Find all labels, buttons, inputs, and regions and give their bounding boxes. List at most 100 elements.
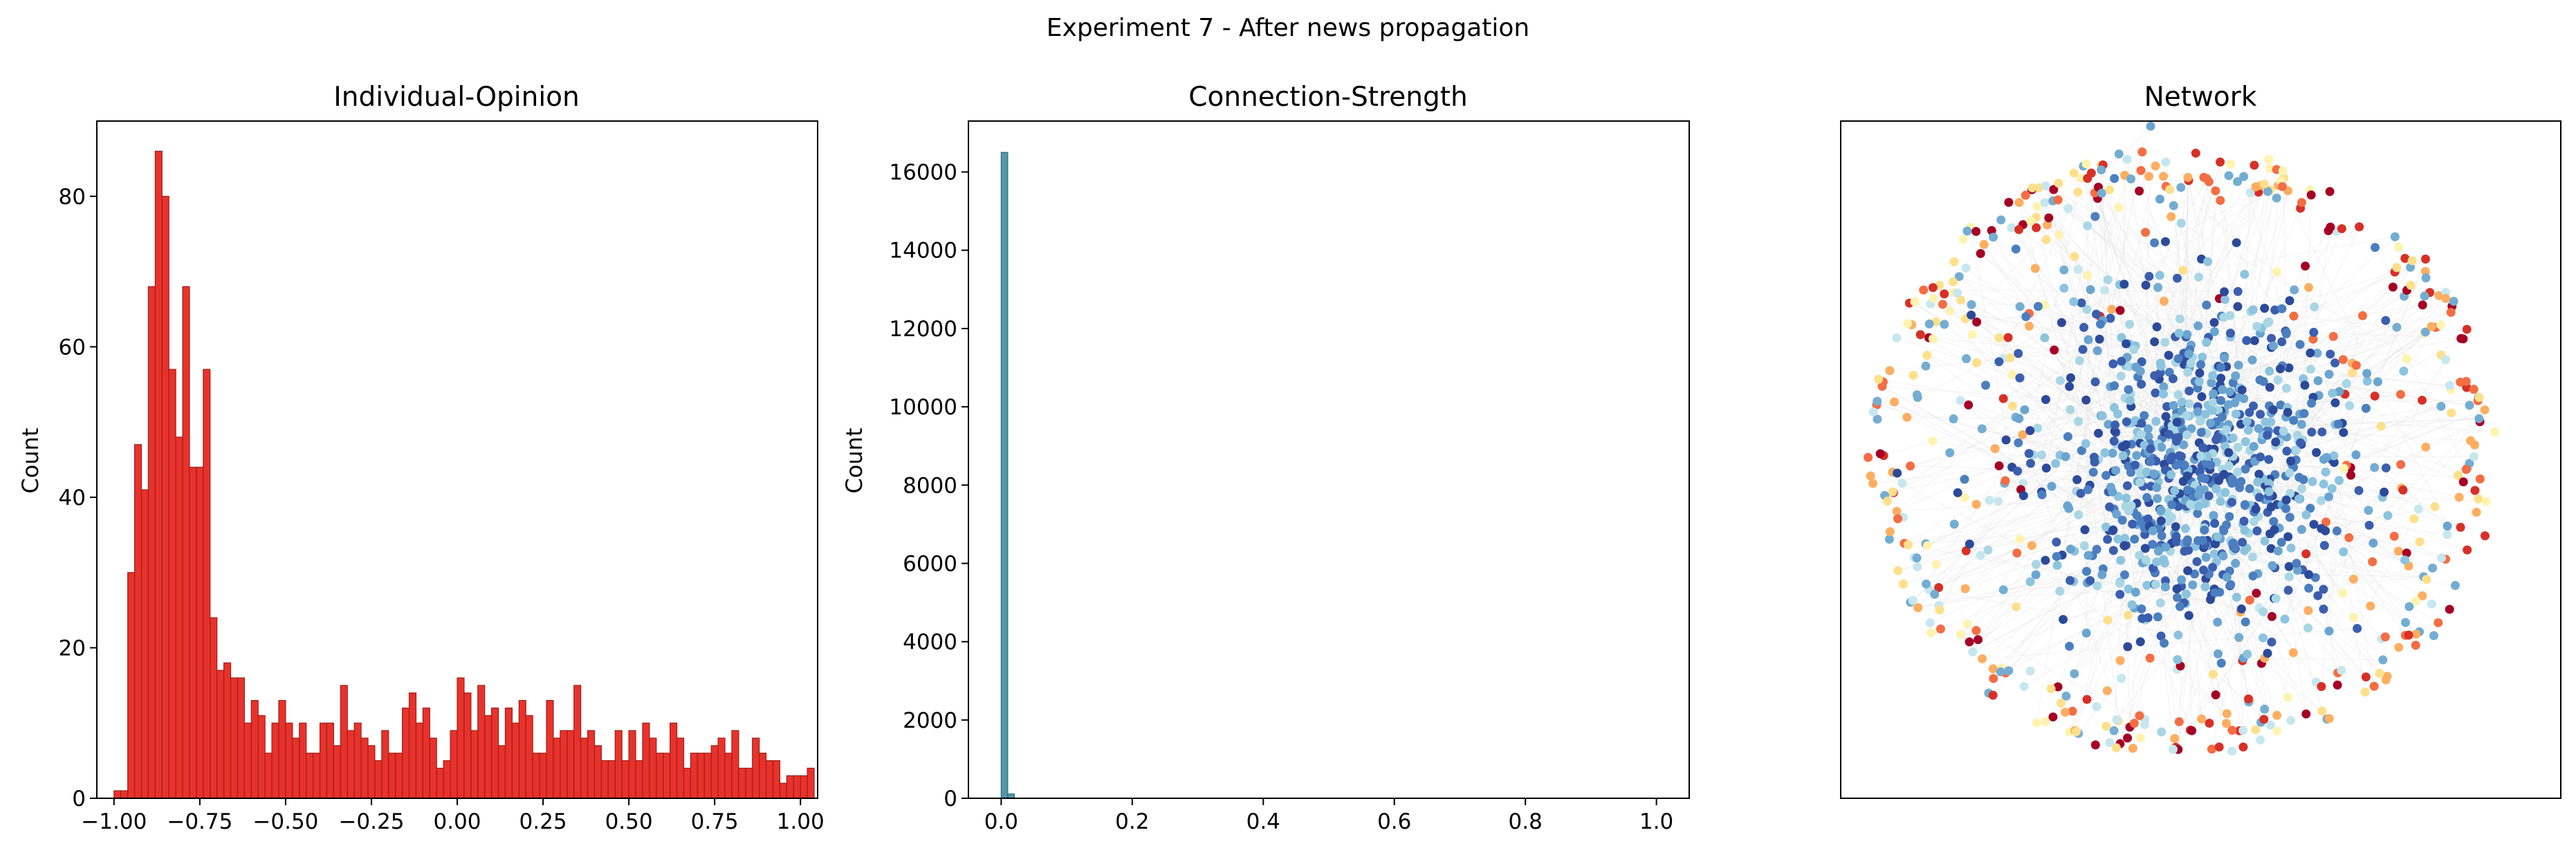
network-node [2277, 304, 2287, 313]
network-node [2402, 354, 2411, 364]
network-node [2115, 306, 2125, 315]
network-node [1954, 272, 1964, 282]
network-edge [1917, 542, 2234, 608]
network-node [2081, 395, 2091, 405]
histogram-bar [285, 722, 293, 799]
network-edge [2129, 324, 2461, 339]
network-node [2155, 598, 2165, 608]
connection-ylabel: Count [841, 428, 867, 493]
network-node [2196, 428, 2206, 437]
network-node [2146, 444, 2155, 454]
network-node [2301, 510, 2311, 520]
network-node [2159, 172, 2169, 181]
network-node [2082, 304, 2092, 314]
network-node [2148, 526, 2158, 535]
network-node [2110, 381, 2119, 391]
network-edge [2186, 594, 2330, 719]
network-edge [1976, 316, 2026, 323]
network-node [2092, 544, 2101, 554]
network-node [2324, 714, 2334, 724]
network-edge [2321, 480, 2340, 687]
network-node [2173, 654, 2182, 664]
network-node [2169, 201, 2178, 210]
network-node [2253, 477, 2263, 487]
histogram-bar [697, 753, 705, 799]
network-node [2208, 670, 2218, 679]
histogram-bar [436, 767, 444, 799]
connection-title: Connection-Strength [1188, 82, 1467, 113]
network-edge [1980, 555, 2285, 620]
histogram-bar [127, 572, 136, 799]
network-node [2072, 475, 2082, 484]
network-node [2227, 497, 2236, 507]
network-node [2157, 443, 2166, 452]
network-node [1971, 227, 1981, 237]
network-edge [2310, 508, 2338, 686]
network-node [2224, 461, 2234, 471]
network-node [2344, 533, 2354, 542]
network-node [2048, 712, 2058, 721]
network-node [2245, 407, 2254, 417]
network-node [2292, 558, 2301, 568]
x-tick-label: −0.25 [338, 809, 404, 834]
network-node [2441, 294, 2451, 304]
histogram-bar [264, 753, 273, 799]
network-node [2283, 692, 2293, 702]
network-node [2273, 546, 2283, 556]
network-node [2226, 159, 2236, 169]
network-node [2251, 182, 2261, 192]
network-node [2040, 333, 2050, 342]
network-node [2122, 339, 2131, 349]
network-node [2240, 499, 2250, 509]
network-node [2296, 438, 2306, 448]
network-edge [2174, 445, 2342, 671]
network-node [2240, 270, 2250, 279]
network-node [2383, 511, 2393, 520]
network-edge [2036, 564, 2227, 714]
network-edge [1897, 496, 2196, 571]
network-edge [1953, 292, 2175, 534]
network-node [2193, 273, 2203, 282]
network-node [2252, 526, 2262, 536]
network-node [2348, 574, 2358, 584]
network-node [2159, 389, 2169, 399]
network-node [2265, 720, 2275, 730]
histogram-bar [717, 737, 726, 799]
network-node [2233, 177, 2243, 187]
network-node [2260, 704, 2270, 714]
network-node [2116, 371, 2126, 381]
network-edge [1949, 311, 2109, 425]
network-node [2222, 709, 2232, 719]
histogram-bar [402, 707, 410, 799]
network-node [2168, 374, 2178, 384]
network-node [2351, 360, 2361, 370]
network-edge [1982, 627, 2357, 659]
network-node [2159, 296, 2169, 306]
network-edge [1980, 253, 2231, 481]
network-node [2171, 531, 2181, 541]
network-node [2196, 451, 2206, 461]
network-edge [2067, 165, 2101, 506]
network-node [1910, 297, 1920, 306]
network-node [2273, 376, 2283, 385]
network-node [2264, 487, 2274, 497]
network-node [2249, 441, 2258, 451]
histogram-bar [203, 369, 211, 799]
network-node [2333, 419, 2343, 429]
network-node [2220, 488, 2230, 497]
histogram-bar [463, 692, 472, 799]
network-node [1892, 506, 1902, 516]
histogram-bar [511, 722, 519, 799]
network-node [1949, 520, 1959, 529]
network-node [2152, 557, 2162, 567]
network-node [2003, 333, 2013, 342]
network-node [2117, 333, 2126, 342]
network-node [2026, 459, 2036, 468]
network-node [2083, 221, 2092, 230]
x-tick-label: 0.6 [1377, 809, 1411, 834]
network-node [2142, 493, 2152, 502]
network-node [2388, 282, 2398, 292]
network-node [2162, 402, 2172, 412]
network-node [2300, 380, 2310, 390]
network-edge [2301, 488, 2406, 636]
